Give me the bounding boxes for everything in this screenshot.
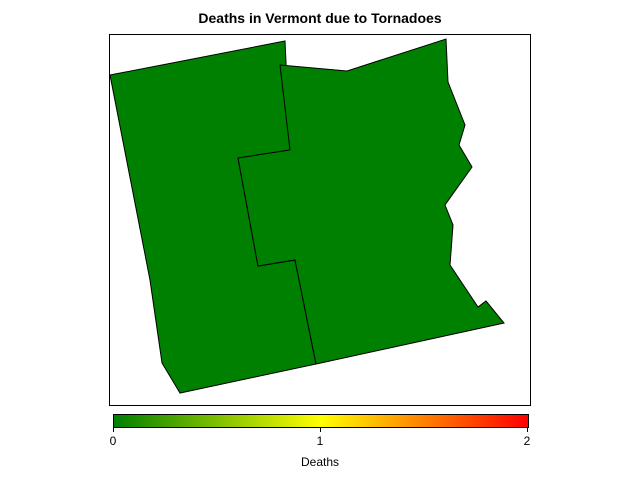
legend-tick-0 [113, 428, 114, 432]
legend-tick-1 [320, 428, 321, 432]
legend-tick-label-0: 0 [109, 434, 117, 448]
legend-tick-label-2: 2 [523, 434, 531, 448]
legend-title: Deaths [300, 455, 340, 469]
color-scale-bar [113, 414, 529, 428]
legend-tick-label-1: 1 [316, 434, 324, 448]
map-title: Deaths in Vermont due to Tornadoes [198, 10, 442, 26]
map-region-east[interactable] [237, 38, 505, 365]
legend-tick-2 [527, 428, 528, 432]
